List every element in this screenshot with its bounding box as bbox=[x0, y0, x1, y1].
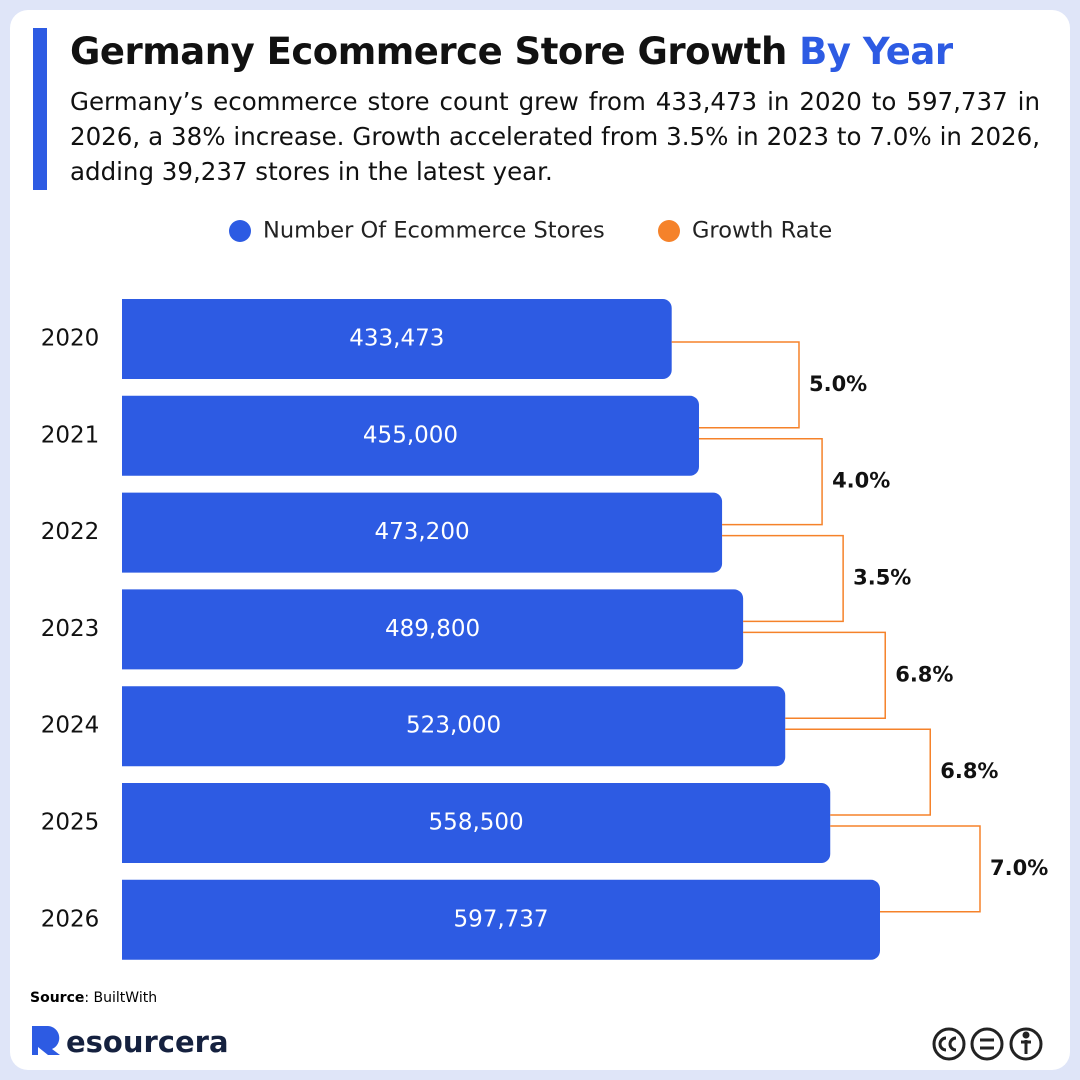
growth-bracket bbox=[785, 728, 931, 816]
source-line: Source: BuiltWith bbox=[30, 990, 157, 1006]
value-label: 489,800 bbox=[385, 616, 480, 642]
growth-bracket bbox=[671, 341, 800, 429]
growth-label: 7.0% bbox=[990, 856, 1048, 880]
growth-label: 6.8% bbox=[940, 759, 998, 783]
legend-label: Growth Rate bbox=[692, 218, 832, 244]
value-label: 558,500 bbox=[429, 810, 524, 836]
y-tick-label: 2023 bbox=[41, 616, 100, 642]
title-highlight: By Year bbox=[799, 30, 953, 73]
growth-bracket bbox=[698, 438, 823, 526]
y-tick-label: 2024 bbox=[41, 713, 100, 739]
brand: esourcera bbox=[66, 1025, 229, 1059]
source: BuiltWith bbox=[94, 990, 158, 1006]
bar bbox=[122, 783, 831, 863]
source-colon: : bbox=[84, 990, 93, 1006]
value-label: 433,473 bbox=[349, 326, 444, 352]
bar bbox=[122, 589, 744, 670]
legend-swatch bbox=[229, 220, 251, 242]
y-tick-label: 2022 bbox=[41, 519, 100, 545]
bar bbox=[122, 492, 723, 573]
license-icons bbox=[932, 1027, 1043, 1061]
source-label: Source bbox=[30, 990, 84, 1006]
bar bbox=[122, 395, 699, 476]
y-tick-label: 2025 bbox=[41, 810, 100, 836]
value-label: 455,000 bbox=[363, 422, 458, 448]
title-accent bbox=[33, 28, 47, 190]
value-label: 597,737 bbox=[453, 906, 548, 932]
bar bbox=[122, 686, 786, 767]
chart-subtitle: Germany’s ecommerce store count grew fro… bbox=[70, 87, 1040, 186]
growth-bracket bbox=[830, 825, 981, 913]
y-tick-label: 2021 bbox=[41, 422, 100, 448]
value-label: 473,200 bbox=[374, 519, 469, 545]
y-tick-label: 2026 bbox=[41, 906, 100, 932]
logo-mark bbox=[32, 1026, 60, 1055]
growth-label: 3.5% bbox=[853, 566, 911, 590]
growth-label: 5.0% bbox=[809, 372, 867, 396]
chart-title: Germany Ecommerce Store Growth By Year bbox=[70, 30, 953, 73]
y-tick-label: 2020 bbox=[41, 326, 100, 352]
legend-label: Number Of Ecommerce Stores bbox=[263, 218, 605, 244]
value-label: 523,000 bbox=[406, 713, 501, 739]
title-main: Germany Ecommerce Store Growth bbox=[70, 30, 787, 73]
growth-label: 4.0% bbox=[832, 469, 890, 493]
growth-bracket bbox=[743, 631, 886, 719]
bar bbox=[122, 879, 880, 960]
growth-bracket bbox=[722, 534, 844, 623]
bar bbox=[122, 299, 672, 379]
legend-swatch bbox=[658, 220, 680, 242]
growth-label: 6.8% bbox=[895, 662, 953, 686]
